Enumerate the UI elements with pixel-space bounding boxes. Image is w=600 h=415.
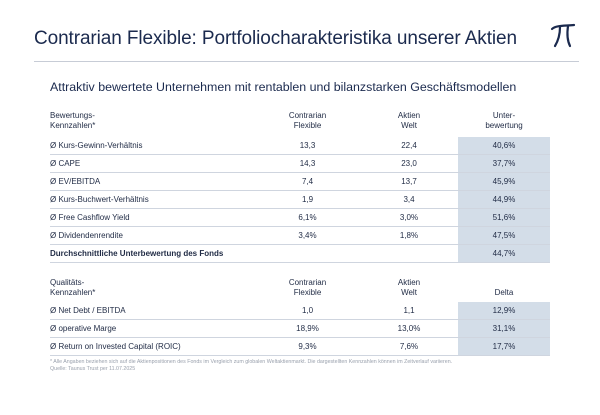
row-label: Ø EV/EBITDA <box>50 172 255 191</box>
row-fund-value: 18,9% <box>255 319 360 338</box>
quality-header-world: Aktien Welt <box>397 278 421 297</box>
summary-row: Durchschnittliche Unterbewertung des Fon… <box>50 244 550 263</box>
valuation-header-world: Aktien Welt <box>397 111 421 130</box>
row-delta-value: 12,9% <box>458 302 550 320</box>
footnote-disclaimer: * Alle Angaben beziehen sich auf die Akt… <box>50 359 453 365</box>
row-world-value: 13,0% <box>360 319 458 338</box>
table-row: Ø operative Marge 18,9% 13,0% 31,1% <box>50 319 550 338</box>
row-delta-value: 31,1% <box>458 319 550 338</box>
table-row: Ø EV/EBITDA 7,4 13,7 45,9% <box>50 172 550 191</box>
quality-header-fund: Contrarian Flexible <box>288 278 327 297</box>
row-world-value: 1,8% <box>360 226 458 245</box>
summary-label: Durchschnittliche Unterbewertung des Fon… <box>50 244 458 263</box>
row-delta-value: 47,5% <box>458 226 550 245</box>
row-fund-value: 3,4% <box>255 226 360 245</box>
row-world-value: 13,7 <box>360 172 458 191</box>
row-fund-value: 7,4 <box>255 172 360 191</box>
footnote: * Alle Angaben beziehen sich auf die Akt… <box>50 359 550 373</box>
valuation-table: Bewertungs- Kennzahlen* Contrarian Flexibl… <box>50 111 550 263</box>
row-fund-value: 1,0 <box>255 302 360 320</box>
row-delta-value: 51,6% <box>458 208 550 227</box>
quality-header-row: Qualitäts- Kennzahlen* Contrarian Flexible… <box>50 278 550 302</box>
title-divider <box>34 61 579 62</box>
row-label: Ø operative Marge <box>50 319 255 338</box>
row-delta-value: 40,6% <box>458 137 550 155</box>
row-world-value: 3,0% <box>360 208 458 227</box>
valuation-header-label: Bewertungs- Kennzahlen* <box>50 111 96 130</box>
row-label: Ø CAPE <box>50 154 255 173</box>
row-label: Ø Dividendenrendite <box>50 226 255 245</box>
table-row: Ø Kurs-Buchwert-Verhältnis 1,9 3,4 44,9% <box>50 190 550 209</box>
row-delta-value: 45,9% <box>458 172 550 191</box>
row-delta-value: 44,9% <box>458 190 550 209</box>
row-label: Ø Free Cashflow Yield <box>50 208 255 227</box>
row-delta-value: 17,7% <box>458 337 550 356</box>
row-fund-value: 13,3 <box>255 137 360 155</box>
quality-table: Qualitäts- Kennzahlen* Contrarian Flexible… <box>50 278 550 356</box>
row-label: Ø Return on Invested Capital (ROIC) <box>50 337 255 356</box>
table-row: Ø Return on Invested Capital (ROIC) 9,3%… <box>50 337 550 356</box>
row-world-value: 23,0 <box>360 154 458 173</box>
valuation-header-delta: Unter-bewertung <box>485 111 523 130</box>
pi-logo-icon <box>550 23 576 48</box>
table-row: Ø CAPE 14,3 23,0 37,7% <box>50 154 550 173</box>
footnote-source: Quelle: Taunus Trust per 11.07.2025 <box>50 366 136 372</box>
row-label: Ø Net Debt / EBITDA <box>50 302 255 320</box>
summary-delta-value: 44,7% <box>458 244 550 263</box>
table-row: Ø Net Debt / EBITDA 1,0 1,1 12,9% <box>50 302 550 320</box>
row-fund-value: 14,3 <box>255 154 360 173</box>
row-world-value: 22,4 <box>360 137 458 155</box>
page-title: Contrarian Flexible: Portfoliocharakteri… <box>34 28 517 49</box>
quality-header-label: Qualitäts- Kennzahlen* <box>50 278 96 297</box>
row-label: Ø Kurs-Buchwert-Verhältnis <box>50 190 255 209</box>
row-world-value: 3,4 <box>360 190 458 209</box>
quality-header-delta: Delta <box>494 288 514 297</box>
table-row: Ø Free Cashflow Yield 6,1% 3,0% 51,6% <box>50 208 550 227</box>
row-delta-value: 37,7% <box>458 154 550 173</box>
row-fund-value: 9,3% <box>255 337 360 356</box>
row-world-value: 7,6% <box>360 337 458 356</box>
valuation-header-fund: Contrarian Flexible <box>288 111 327 130</box>
row-world-value: 1,1 <box>360 302 458 320</box>
table-row: Ø Kurs-Gewinn-Verhältnis 13,3 22,4 40,6% <box>50 137 550 155</box>
row-fund-value: 1,9 <box>255 190 360 209</box>
section-subtitle: Attraktiv bewertete Unternehmen mit rent… <box>50 80 517 94</box>
row-fund-value: 6,1% <box>255 208 360 227</box>
table-row: Ø Dividendenrendite 3,4% 1,8% 47,5% <box>50 226 550 245</box>
row-label: Ø Kurs-Gewinn-Verhältnis <box>50 137 255 155</box>
valuation-header-row: Bewertungs- Kennzahlen* Contrarian Flexibl… <box>50 111 550 137</box>
